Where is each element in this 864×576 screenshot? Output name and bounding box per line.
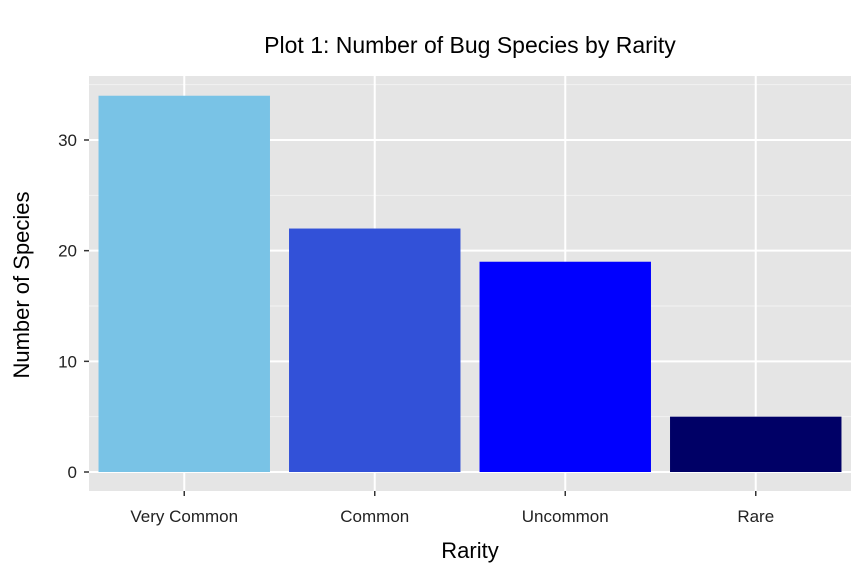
chart-title: Plot 1: Number of Bug Species by Rarity	[264, 32, 676, 58]
x-tick-label: Common	[340, 507, 409, 526]
bar-very-common	[98, 95, 270, 472]
y-axis-title: Number of Species	[9, 191, 34, 378]
x-axis-title: Rarity	[441, 538, 498, 563]
bars	[98, 95, 842, 472]
x-axis: Very Common Common Uncommon Rare	[130, 491, 774, 526]
y-tick-label: 20	[58, 242, 77, 261]
x-tick-label: Very Common	[130, 507, 238, 526]
y-tick-label: 30	[58, 131, 77, 150]
x-tick-label: Rare	[737, 507, 774, 526]
bar-uncommon	[479, 261, 651, 472]
y-tick-label: 10	[58, 352, 77, 371]
bar-common	[289, 228, 461, 472]
y-tick-label: 0	[68, 463, 77, 482]
y-axis: 0 10 20 30	[58, 131, 89, 482]
x-tick-label: Uncommon	[522, 507, 609, 526]
bar-rare	[670, 416, 842, 472]
